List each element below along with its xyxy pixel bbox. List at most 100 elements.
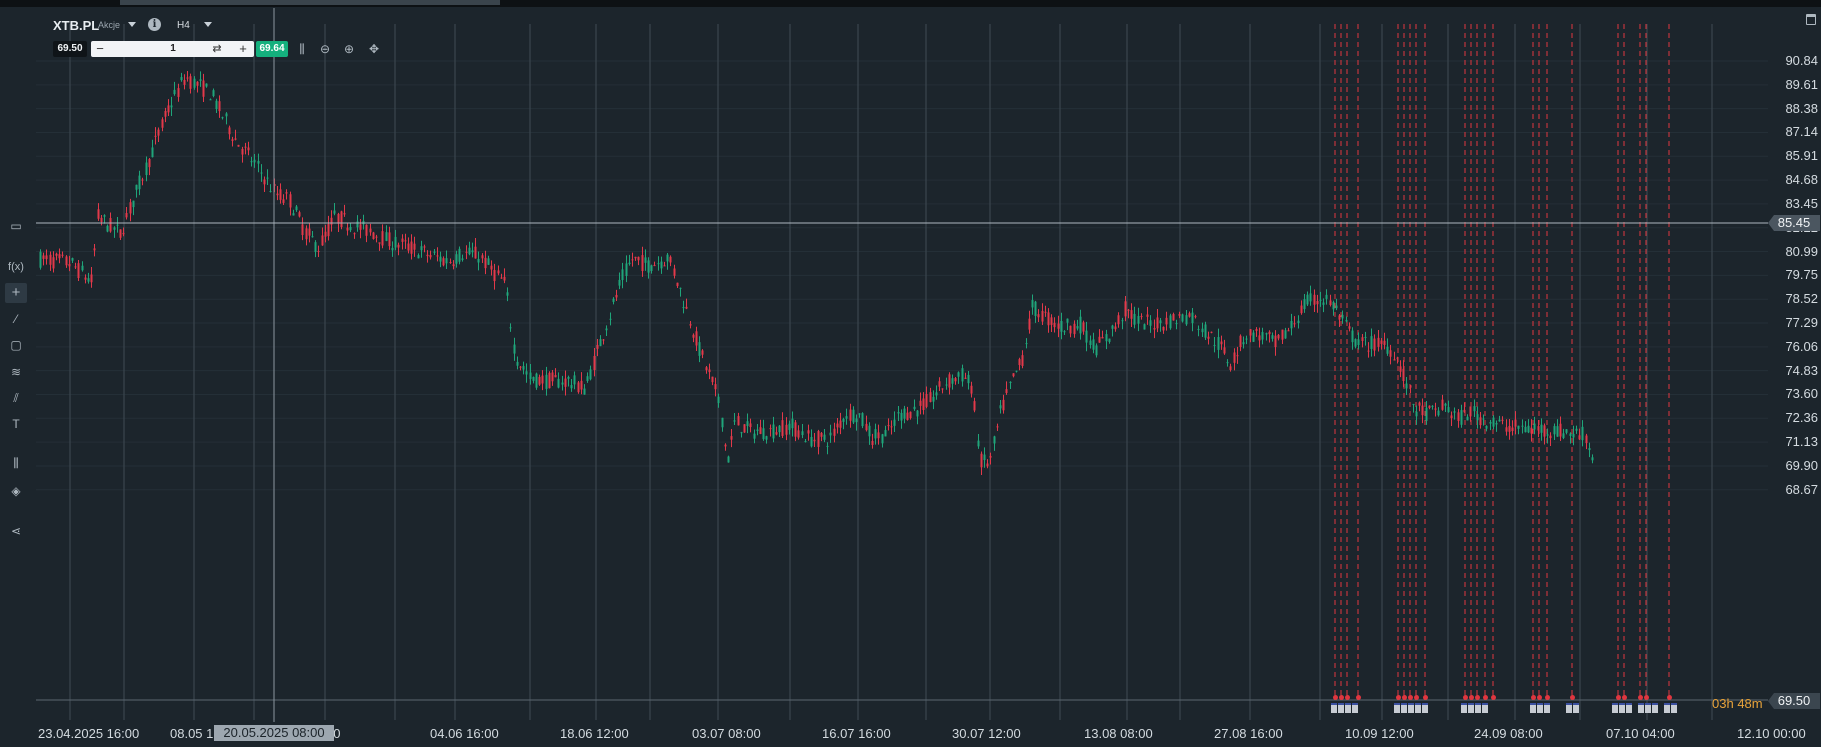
flag-icon	[1475, 703, 1481, 713]
quantity-increase-button[interactable]: +	[239, 41, 247, 56]
layers-icon[interactable]: ◈	[11, 484, 21, 498]
trendline-icon[interactable]: ⁄	[14, 312, 17, 326]
event-dot[interactable]	[1638, 695, 1643, 700]
candles-icon[interactable]: ⫼	[13, 456, 19, 470]
event-dot[interactable]	[1356, 695, 1361, 700]
candle-body	[708, 369, 711, 373]
price-tick-label: 83.45	[1785, 195, 1818, 211]
window-collapse-icon[interactable]	[1806, 14, 1816, 25]
rectangle-icon[interactable]: ▢	[10, 338, 22, 352]
candle-body	[52, 257, 55, 269]
candle-body	[999, 405, 1002, 409]
candle-body	[1546, 434, 1549, 436]
candle-body	[103, 215, 106, 217]
candle-body	[257, 160, 260, 164]
candle-body	[1517, 425, 1520, 429]
timeframe-dropdown-icon[interactable]	[204, 22, 212, 27]
quantity-stepper[interactable]: − 1 ⇄ +	[91, 41, 254, 57]
event-dot[interactable]	[1414, 695, 1419, 700]
candle-body	[186, 77, 189, 79]
event-dot[interactable]	[1475, 695, 1480, 700]
symbol-type: Akcje	[98, 20, 121, 30]
pitchfork-icon[interactable]: ⫽	[13, 391, 19, 405]
event-dot[interactable]	[1537, 695, 1542, 700]
candle-body	[493, 269, 496, 282]
event-dot[interactable]	[1469, 695, 1474, 700]
event-dot[interactable]	[1396, 695, 1401, 700]
crosshair-icon[interactable]: +	[5, 283, 27, 303]
share-icon[interactable]: ⋖	[10, 524, 22, 538]
candle-body	[753, 433, 756, 439]
event-dot[interactable]	[1345, 695, 1350, 700]
symbol-name[interactable]: XTB.PL	[53, 17, 100, 33]
event-flag-group[interactable]	[1612, 703, 1632, 713]
candle-body	[196, 81, 199, 86]
event-dot[interactable]	[1408, 695, 1413, 700]
candle-countdown: 03h 48m	[1712, 696, 1763, 711]
event-dot[interactable]	[1667, 695, 1672, 700]
chart-settings-icon[interactable]: ▭	[10, 219, 22, 233]
zoom-out-icon[interactable]: ⊖	[319, 42, 331, 56]
event-dot[interactable]	[1423, 695, 1428, 700]
candle-body	[455, 254, 458, 264]
symbol-dropdown-icon[interactable]	[128, 22, 136, 27]
fibonacci-icon[interactable]: ≋	[10, 365, 22, 379]
timeframe-label[interactable]: H4	[177, 19, 190, 31]
indicators-icon[interactable]: f(x)	[8, 261, 24, 273]
event-flag-group[interactable]	[1394, 703, 1428, 713]
event-flag-group[interactable]	[1461, 703, 1488, 713]
candle-body	[1399, 366, 1402, 372]
buy-price-button[interactable]: 69.64	[256, 41, 288, 57]
candle-body	[781, 420, 784, 436]
event-dot[interactable]	[1339, 695, 1344, 700]
candle-body	[209, 99, 212, 101]
event-dot[interactable]	[1402, 695, 1407, 700]
event-flag-group[interactable]	[1638, 703, 1658, 713]
text-tool-icon[interactable]: T	[12, 417, 20, 431]
swap-arrows-icon[interactable]: ⇄	[212, 43, 222, 55]
candle-body	[225, 113, 228, 117]
candle-body	[1357, 339, 1360, 345]
candle-body	[1111, 325, 1114, 329]
quantity-input[interactable]: 1	[170, 43, 176, 54]
price-tick-label: 74.83	[1785, 362, 1818, 378]
sell-price-button[interactable]: 69.50	[53, 41, 87, 57]
candle-body	[167, 105, 170, 113]
candle-body	[602, 339, 605, 341]
candle-body	[653, 265, 656, 267]
countdown-h-unit: h	[1726, 696, 1734, 711]
event-dot[interactable]	[1622, 695, 1627, 700]
event-dot[interactable]	[1483, 695, 1488, 700]
zoom-in-icon[interactable]: ⊕	[343, 42, 355, 56]
event-dot[interactable]	[1616, 695, 1621, 700]
event-dot[interactable]	[1491, 695, 1496, 700]
candle-body	[682, 307, 685, 309]
candle-body	[842, 418, 845, 422]
candle-body	[644, 257, 647, 263]
candle-body	[1092, 339, 1095, 350]
candle-body	[157, 129, 160, 136]
candle-body	[1108, 338, 1111, 342]
candle-body	[449, 262, 452, 264]
event-dot[interactable]	[1333, 695, 1338, 700]
event-dot[interactable]	[1531, 695, 1536, 700]
event-flag-group[interactable]	[1530, 703, 1550, 713]
event-dot[interactable]	[1570, 695, 1575, 700]
event-flag-group[interactable]	[1664, 703, 1677, 713]
chart-type-icon[interactable]: ⫼	[299, 42, 305, 56]
grid	[36, 24, 1768, 720]
quantity-decrease-button[interactable]: −	[96, 41, 104, 56]
event-dot[interactable]	[1644, 695, 1649, 700]
candle-body	[922, 398, 925, 411]
candle-body	[1175, 323, 1178, 325]
candle-body	[1143, 324, 1146, 330]
event-dot[interactable]	[1545, 695, 1550, 700]
crosshair-move-icon[interactable]: ✥	[368, 42, 380, 56]
event-dot[interactable]	[1463, 695, 1468, 700]
time-tick-label: 04.06 16:00	[430, 726, 499, 741]
event-flag-group[interactable]	[1331, 703, 1358, 713]
event-flag-group[interactable]	[1566, 703, 1579, 713]
info-icon[interactable]: i	[148, 18, 161, 31]
candle-body	[1303, 299, 1306, 310]
